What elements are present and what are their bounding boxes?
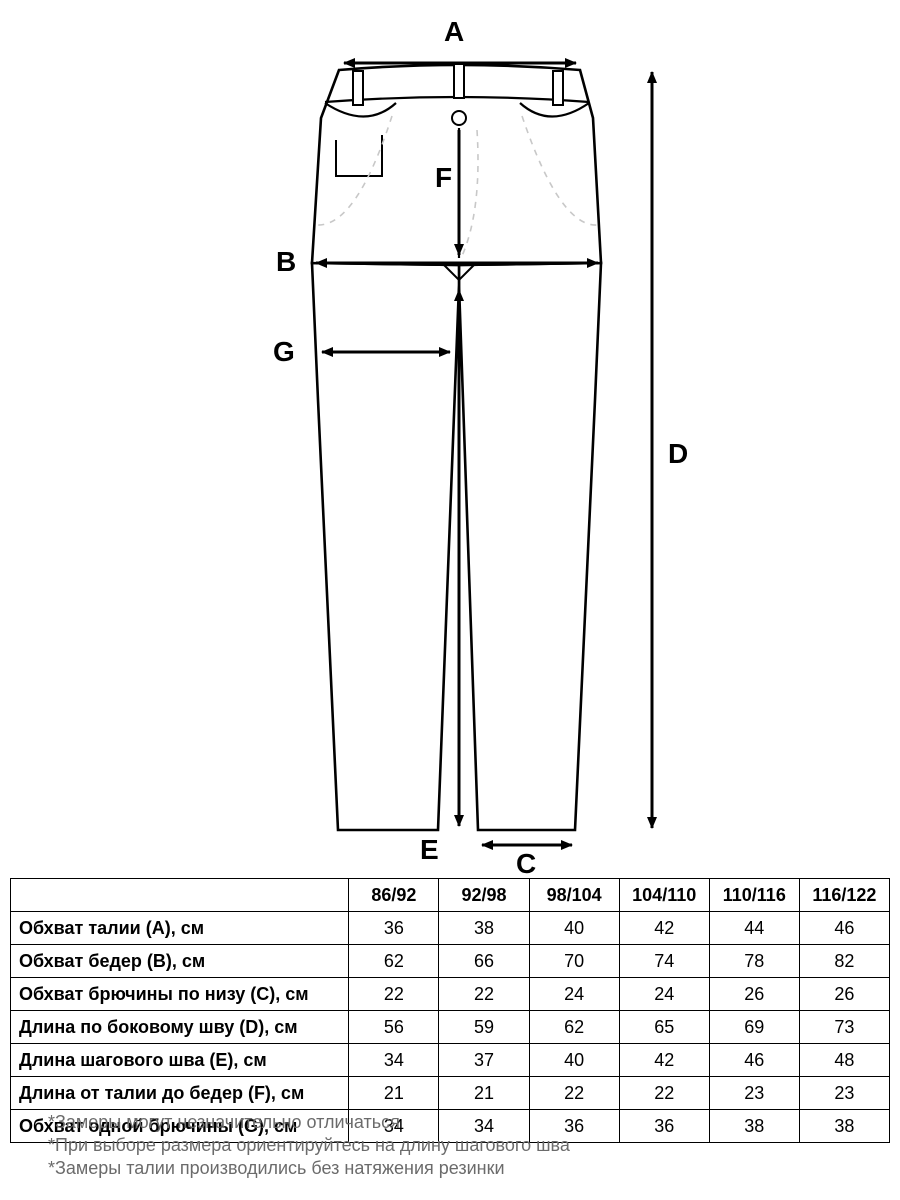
cell-value: 24 bbox=[619, 978, 709, 1011]
cell-value: 69 bbox=[709, 1011, 799, 1044]
notes: *Замеры могут незначительно отличаться *… bbox=[48, 1110, 868, 1181]
cell-value: 48 bbox=[799, 1044, 889, 1077]
cell-value: 22 bbox=[529, 1077, 619, 1110]
cell-value: 22 bbox=[349, 978, 439, 1011]
cell-value: 21 bbox=[349, 1077, 439, 1110]
cell-value: 23 bbox=[799, 1077, 889, 1110]
size-table: 86/92 92/98 98/104 104/110 110/116 116/1… bbox=[10, 878, 890, 1143]
cell-value: 26 bbox=[799, 978, 889, 1011]
label-e: E bbox=[420, 834, 439, 866]
row-label: Длина от талии до бедер (F), см bbox=[11, 1077, 349, 1110]
cell-value: 23 bbox=[709, 1077, 799, 1110]
row-label: Длина шагового шва (Е), см bbox=[11, 1044, 349, 1077]
cell-value: 40 bbox=[529, 1044, 619, 1077]
row-label: Длина по боковому шву (D), см bbox=[11, 1011, 349, 1044]
cell-value: 78 bbox=[709, 945, 799, 978]
row-label: Обхват талии (А), см bbox=[11, 912, 349, 945]
cell-value: 34 bbox=[349, 1044, 439, 1077]
cell-value: 22 bbox=[619, 1077, 709, 1110]
page: A F B G D E C 86/92 92/98 98/104 104/110… bbox=[0, 0, 900, 1200]
cell-value: 46 bbox=[709, 1044, 799, 1077]
header-empty bbox=[11, 879, 349, 912]
cell-value: 66 bbox=[439, 945, 529, 978]
cell-value: 21 bbox=[439, 1077, 529, 1110]
size-table-body: Обхват талии (А), см363840424446Обхват б… bbox=[11, 912, 890, 1143]
cell-value: 22 bbox=[439, 978, 529, 1011]
right-leg-outline bbox=[459, 263, 601, 830]
cell-value: 62 bbox=[529, 1011, 619, 1044]
cell-value: 44 bbox=[709, 912, 799, 945]
cell-value: 38 bbox=[439, 912, 529, 945]
cell-value: 56 bbox=[349, 1011, 439, 1044]
row-label: Обхват бедер (В), см bbox=[11, 945, 349, 978]
table-row: Обхват брючины по низу (С), см2222242426… bbox=[11, 978, 890, 1011]
cell-value: 42 bbox=[619, 912, 709, 945]
cell-value: 73 bbox=[799, 1011, 889, 1044]
table-header-row: 86/92 92/98 98/104 104/110 110/116 116/1… bbox=[11, 879, 890, 912]
cell-value: 65 bbox=[619, 1011, 709, 1044]
table-row: Длина шагового шва (Е), см343740424648 bbox=[11, 1044, 890, 1077]
header-col: 86/92 bbox=[349, 879, 439, 912]
label-f: F bbox=[435, 162, 452, 194]
table-row: Обхват талии (А), см363840424446 bbox=[11, 912, 890, 945]
row-label: Обхват брючины по низу (С), см bbox=[11, 978, 349, 1011]
header-col: 92/98 bbox=[439, 879, 529, 912]
pants-diagram: A F B G D E C bbox=[0, 0, 900, 880]
cell-value: 37 bbox=[439, 1044, 529, 1077]
note-line: *Замеры талии производились без натяжени… bbox=[48, 1158, 868, 1179]
left-leg-outline bbox=[312, 263, 459, 830]
note-line: *При выборе размера ориентируйтесь на дл… bbox=[48, 1135, 868, 1156]
header-col: 110/116 bbox=[709, 879, 799, 912]
button bbox=[452, 111, 466, 125]
cell-value: 26 bbox=[709, 978, 799, 1011]
cell-value: 70 bbox=[529, 945, 619, 978]
cell-value: 46 bbox=[799, 912, 889, 945]
header-col: 116/122 bbox=[799, 879, 889, 912]
cell-value: 62 bbox=[349, 945, 439, 978]
cell-value: 42 bbox=[619, 1044, 709, 1077]
cell-value: 59 bbox=[439, 1011, 529, 1044]
table-row: Длина по боковому шву (D), см56596265697… bbox=[11, 1011, 890, 1044]
size-table-wrap: 86/92 92/98 98/104 104/110 110/116 116/1… bbox=[10, 878, 890, 1143]
cell-value: 24 bbox=[529, 978, 619, 1011]
cell-value: 40 bbox=[529, 912, 619, 945]
header-col: 104/110 bbox=[619, 879, 709, 912]
table-row: Длина от талии до бедер (F), см212122222… bbox=[11, 1077, 890, 1110]
label-c: C bbox=[516, 848, 536, 880]
label-a: A bbox=[444, 16, 464, 48]
cell-value: 74 bbox=[619, 945, 709, 978]
label-b: B bbox=[276, 246, 296, 278]
table-row: Обхват бедер (В), см626670747882 bbox=[11, 945, 890, 978]
cell-value: 82 bbox=[799, 945, 889, 978]
label-d: D bbox=[668, 438, 688, 470]
pants-svg bbox=[0, 0, 900, 880]
note-line: *Замеры могут незначительно отличаться bbox=[48, 1112, 868, 1133]
cell-value: 36 bbox=[349, 912, 439, 945]
label-g: G bbox=[273, 336, 295, 368]
header-col: 98/104 bbox=[529, 879, 619, 912]
